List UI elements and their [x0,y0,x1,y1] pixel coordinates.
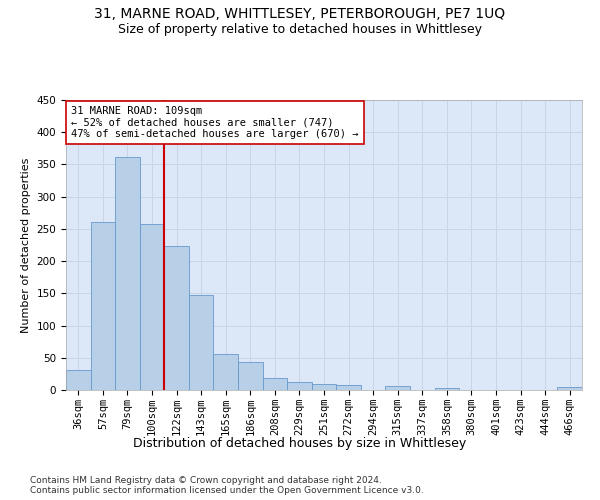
Bar [164,246,189,390]
Bar [238,362,263,390]
Bar [66,370,91,390]
Text: 31, MARNE ROAD, WHITTLESEY, PETERBOROUGH, PE7 1UQ: 31, MARNE ROAD, WHITTLESEY, PETERBOROUGH… [94,8,506,22]
Bar [557,388,582,390]
Text: Distribution of detached houses by size in Whittlesey: Distribution of detached houses by size … [133,438,467,450]
Bar [385,386,410,390]
Bar [189,294,214,390]
Text: 31 MARNE ROAD: 109sqm
← 52% of detached houses are smaller (747)
47% of semi-det: 31 MARNE ROAD: 109sqm ← 52% of detached … [71,106,359,139]
Bar [91,222,115,390]
Bar [214,354,238,390]
Text: Contains HM Land Registry data © Crown copyright and database right 2024.
Contai: Contains HM Land Registry data © Crown c… [30,476,424,495]
Bar [312,384,336,390]
Text: Size of property relative to detached houses in Whittlesey: Size of property relative to detached ho… [118,22,482,36]
Bar [287,382,312,390]
Bar [263,378,287,390]
Y-axis label: Number of detached properties: Number of detached properties [21,158,31,332]
Bar [336,385,361,390]
Bar [115,156,140,390]
Bar [434,388,459,390]
Bar [140,224,164,390]
